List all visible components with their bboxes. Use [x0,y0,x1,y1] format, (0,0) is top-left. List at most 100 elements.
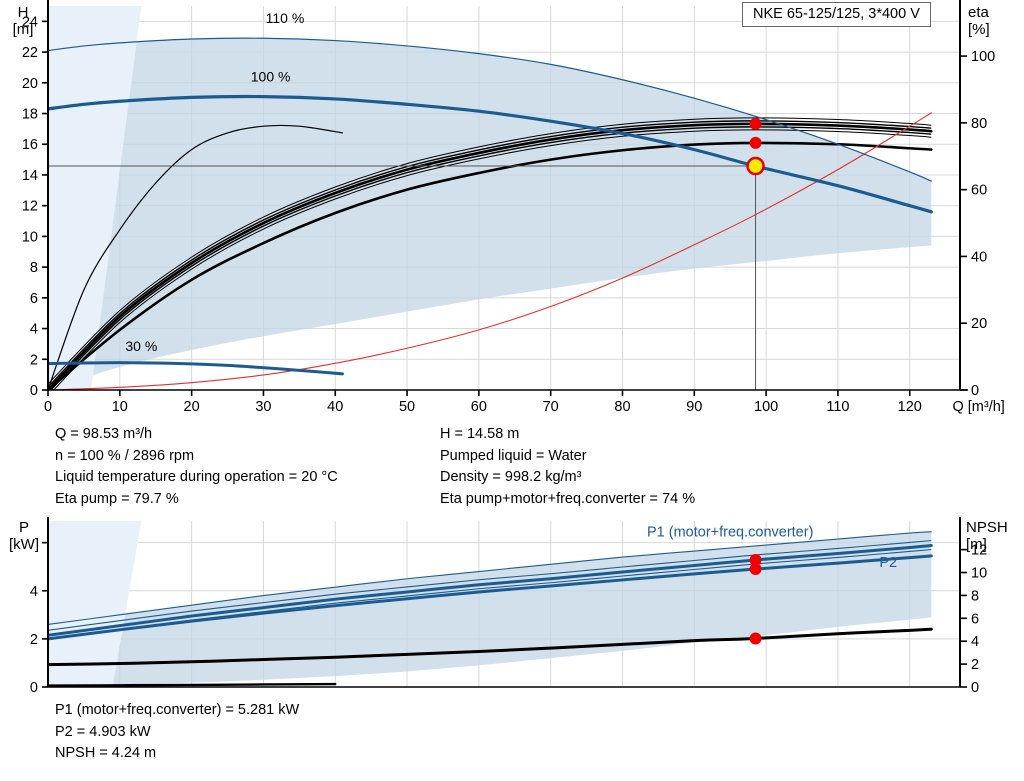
tick-label-npsh-10: 10 [971,566,987,582]
curve-label-100: 100 % [251,68,291,84]
tick-label-y-18: 18 [22,107,38,123]
tick-label-y-20: 20 [22,76,38,92]
curve-label-p2: P2 [879,555,897,571]
tick-label-x-40: 40 [327,399,343,415]
tick-label-y2-60: 60 [971,183,987,199]
operating-data-left: Q = 98.53 m³/h n = 100 % / 2896 rpm Liquid… [55,424,338,510]
curve-eta-strand-0 [48,120,932,388]
tick-label-p-4: 4 [30,584,38,600]
power-low-flow-envelope [48,521,142,687]
curve-p-110 [48,531,932,625]
tick-label-x-10: 10 [112,399,128,415]
tick-label-y-14: 14 [22,168,38,184]
tick-label-npsh-12: 12 [971,543,987,559]
info-line-bottom-2: NPSH = 4.24 m [55,745,157,761]
curve-head-100 [48,94,933,214]
info-line-bottom-1: P2 = 4.903 kW [55,723,151,740]
curve-p1-motor-freq-converter [48,544,933,637]
tick-label-p-0: 0 [30,680,38,696]
curve-eta-strand-1 [49,126,932,390]
tick-label-x-60: 60 [471,399,487,415]
power-npsh-plot: 0 2 4 0 2 4 6 8 10 12 P1 (motor+freq.converter) P2 [30,517,987,696]
curve-head-30 [48,361,344,376]
npsh-marker[interactable] [749,632,762,645]
tick-label-npsh-8: 8 [971,588,979,604]
pump-model-title-box: NKE 65-125/125, 3*400 V [742,2,931,27]
curve-npsh [48,627,933,667]
main-y-axis-title-line-0: H [17,4,29,21]
curve-p1-strand-0 [48,539,932,631]
curve-head-110 [48,37,932,182]
lower-y2-axis-title-line-1: [m] [966,536,987,553]
main-x-axis-title: Q [m³/h] [952,399,1004,415]
info-line-right-1: Pumped liquid = Water [440,447,587,464]
tick-label-x-110: 110 [826,399,849,415]
tick-label-y2-0: 0 [971,383,979,399]
curve-npsh [48,112,932,390]
tick-label-x-100: 100 [754,399,778,415]
info-line-left-0: Q = 98.53 m³/h [55,426,153,442]
operating-envelope-band [48,38,932,391]
lower-y2-axis-title-line-0: NPSH [966,519,1008,536]
info-line-right-3: Eta pump+motor+freq.converter = 74 % [440,490,696,507]
main-curves [48,37,933,390]
curve-p2 [48,554,933,641]
tick-label-x-50: 50 [399,399,415,415]
tick-label-y-16: 16 [22,137,38,153]
info-line-left-1: n = 100 % / 2896 rpm [55,447,195,464]
tick-label-y-12: 12 [22,199,38,215]
head-efficiency-chart: 0 2 4 6 8 10 12 14 16 18 20 22 24 0 20 40 60 80 100 0 10 20 30… [2,0,1005,415]
power-envelope-band [48,531,932,686]
lower-y-axis-title-line-0: P [18,519,29,536]
tick-label-y2-20: 20 [971,316,987,332]
tick-label-y2-100: 100 [971,49,995,65]
lower-ticks: 0 2 4 0 2 4 6 8 10 12 [30,541,987,696]
tick-label-y2-80: 80 [971,116,987,132]
main-y-axis-title-line-1: [m] [12,21,34,38]
main-y-axis-title: H [m] [2,4,44,38]
tick-label-x-120: 120 [898,399,922,415]
tick-label-npsh-2: 2 [971,657,979,673]
power-data-block: P1 (motor+freq.converter) = 5.281 kW P2 =… [55,700,299,765]
tick-label-y-22: 22 [22,45,38,61]
info-line-right-2: Density = 998.2 kg/m³ [440,469,582,485]
eta-pump-marker[interactable] [749,117,762,130]
main-y2-axis-title-line-0: eta [968,4,989,21]
tick-label-y2-40: 40 [971,249,987,265]
curve-eta-strand-2 [48,117,932,385]
tick-label-x-80: 80 [614,399,630,415]
tick-label-npsh-6: 6 [971,611,979,627]
lower-y2-axis-title: NPSH [m] [966,519,1024,553]
tick-label-y-24: 24 [22,14,38,30]
tick-label-npsh-0: 0 [971,680,979,696]
lower-y-axis-title: P [kW] [2,519,46,553]
info-line-left-3: Eta pump = 79.7 % [55,490,179,507]
tick-label-y-10: 10 [22,229,38,245]
tick-label-npsh-4: 4 [971,634,979,650]
curve-eta-30 [48,124,344,390]
pump-model-label: NKE 65-125/125, 3*400 V [753,6,920,22]
curve-eta-pump-motor-freq-converter [48,141,933,390]
curve-p1-strand-1 [48,548,932,640]
tick-label-x-0: 0 [44,399,52,415]
tick-label-x-70: 70 [543,399,559,415]
tick-label-x-90: 90 [686,399,702,415]
operating-point-marker[interactable] [746,156,765,176]
curve-eta-pump-100 [48,122,933,390]
curve-npsh-30 [48,682,337,687]
tick-label-x-30: 30 [255,399,271,415]
operating-data-right: H = 14.58 m Pumped liquid = Water Density … [440,424,695,510]
lower-y-axis-title-line-1: [kW] [9,536,39,553]
tick-label-x-20: 20 [184,399,200,415]
p1-marker[interactable] [749,553,762,566]
tick-label-p-2: 2 [30,632,38,648]
curve-label-110: 110 % [266,10,305,26]
info-line-bottom-0: P1 (motor+freq.converter) = 5.281 kW [55,702,300,718]
power-npsh-chart: 0 2 4 0 2 4 6 8 10 12 P1 (motor+freq.converter) P2 … [0,515,1024,697]
main-y2-axis-title-line-1: [%] [968,21,990,38]
curve-eta-strand-3 [53,129,932,390]
eta-total-marker[interactable] [749,136,762,149]
curve-label-p1: P1 (motor+freq.converter) [647,525,813,541]
p2-marker[interactable] [749,563,762,576]
